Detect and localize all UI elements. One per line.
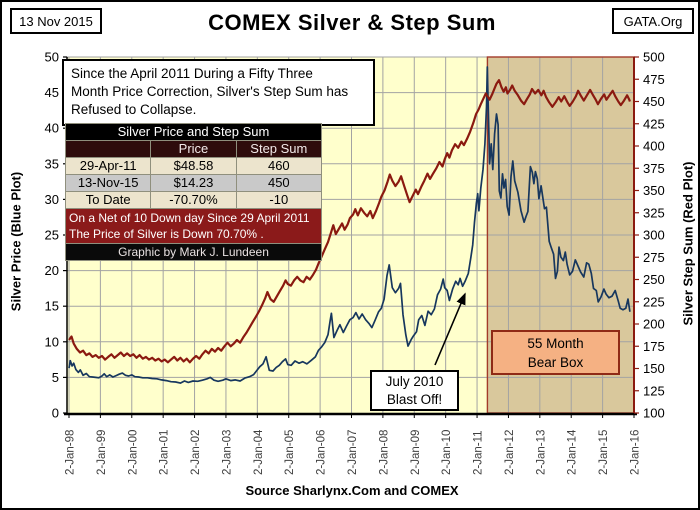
table-row: 29-Apr-11 $48.58 460 [64, 157, 323, 175]
bear-box-annotation: 55 Month Bear Box [491, 330, 620, 375]
date-text: 13 Nov 2015 [19, 13, 93, 29]
cell-price: $14.23 [150, 174, 237, 192]
col-header-blank [64, 140, 152, 158]
x-tick-label: 2-Jan-09 [410, 430, 422, 475]
left-tick-label: 35 [45, 156, 59, 171]
blast-off-line-1: July 2010 [385, 374, 444, 389]
right-tick-label: 300 [643, 228, 665, 243]
note-annotation: Since the April 2011 During a Fifty Thre… [62, 59, 375, 126]
right-tick-label: 350 [643, 183, 665, 198]
right-tick-label: 150 [643, 361, 665, 376]
left-tick-label: 10 [45, 334, 59, 349]
cell-stepsum: 460 [235, 157, 323, 175]
left-tick-label: 0 [52, 406, 59, 421]
col-header-price: Price [150, 140, 237, 158]
right-tick-label: 450 [643, 94, 665, 109]
table-row: To Date -70.70% -10 [64, 191, 323, 209]
cell-date: 13-Nov-15 [64, 174, 152, 192]
x-tick-label: 2-Jan-04 [253, 429, 265, 475]
x-tick-label: 2-Jan-03 [221, 430, 233, 475]
right-tick-label: 500 [643, 50, 665, 65]
right-tick-label: 475 [643, 72, 665, 87]
cell-date: 29-Apr-11 [64, 157, 152, 175]
footer-line-1: On a Net of 10 Down day Since 29 April 2… [69, 211, 310, 225]
bear-box-line-2: Bear Box [527, 355, 584, 370]
left-tick-label: 25 [45, 228, 59, 243]
x-tick-label: 2-Jan-11 [473, 430, 485, 475]
left-tick-label: 15 [45, 299, 59, 314]
x-tick-label: 2-Jan-07 [347, 430, 359, 475]
right-tick-label: 200 [643, 317, 665, 332]
summary-table: Silver Price and Step Sum Price Step Sum… [64, 123, 323, 261]
right-tick-label: 100 [643, 406, 665, 421]
date-box: 13 Nov 2015 [10, 8, 102, 34]
right-tick-label: 175 [643, 339, 665, 354]
x-tick-label: 2-Jan-01 [159, 430, 171, 475]
source-caption: Source Sharlynx.Com and COMEX [245, 483, 459, 498]
note-line-1: Since the April 2011 During a Fifty Thre… [71, 66, 313, 81]
x-tick-label: 2-Jan-02 [190, 430, 202, 475]
table-credit: Graphic by Mark J. Lundeen [65, 243, 322, 261]
gata-badge: GATA.Org [612, 8, 694, 34]
right-tick-label: 425 [643, 116, 665, 131]
x-tick-label: 2-Jan-16 [630, 430, 642, 475]
right-tick-label: 125 [643, 383, 665, 398]
left-tick-label: 45 [45, 85, 59, 100]
x-tick-label: 2-Jan-10 [441, 430, 453, 475]
cell-stepsum: -10 [235, 191, 323, 209]
table-row: 13-Nov-15 $14.23 450 [64, 174, 323, 192]
bear-box-line-1: 55 Month [527, 336, 584, 351]
x-tick-label: 2-Jan-05 [284, 430, 296, 475]
blast-off-line-2: Blast Off! [386, 392, 443, 407]
blast-off-arrow [434, 292, 466, 366]
cell-price: -70.70% [150, 191, 237, 209]
right-tick-label: 275 [643, 250, 665, 265]
left-axis-title: Silver Price (Blue Plot) [8, 171, 24, 312]
x-tick-label: 2-Jan-00 [127, 430, 139, 475]
x-tick-label: 2-Jan-14 [567, 429, 579, 475]
right-tick-label: 225 [643, 294, 665, 309]
table-header-row: Price Step Sum [64, 140, 323, 158]
col-header-stepsum: Step Sum [235, 140, 323, 158]
cell-date: To Date [64, 191, 152, 209]
right-tick-label: 400 [643, 139, 665, 154]
cell-price: $48.58 [150, 157, 237, 175]
gata-text: GATA.Org [623, 13, 683, 29]
x-tick-label: 2-Jan-06 [316, 430, 328, 475]
left-tick-label: 40 [45, 121, 59, 136]
note-line-3: Refused to Collapse. [71, 102, 197, 117]
right-tick-label: 250 [643, 272, 665, 287]
blast-off-annotation: July 2010 Blast Off! [370, 370, 459, 411]
x-tick-label: 2-Jan-15 [598, 430, 610, 475]
x-tick-label: 2-Jan-13 [535, 430, 547, 475]
x-tick-label: 2-Jan-08 [378, 430, 390, 475]
step-sum-line [68, 78, 631, 364]
left-tick-label: 30 [45, 192, 59, 207]
table-footer: On a Net of 10 Down day Since 29 April 2… [65, 208, 322, 244]
cell-stepsum: 450 [235, 174, 323, 192]
x-tick-label: 2-Jan-12 [504, 430, 516, 475]
note-line-2: Month Price Correction, Silver's Step Su… [71, 84, 349, 99]
x-tick-label: 2-Jan-99 [96, 430, 108, 475]
right-tick-label: 375 [643, 161, 665, 176]
right-tick-label: 325 [643, 205, 665, 220]
right-axis-title: Silver Step Sum (Red Plot) [680, 161, 696, 326]
left-tick-label: 20 [45, 263, 59, 278]
silver-price-line [68, 66, 631, 384]
footer-line-2: The Price of Silver is Down 70.70% . [69, 227, 264, 241]
left-tick-label: 50 [45, 50, 59, 65]
x-tick-label: 2-Jan-98 [65, 430, 77, 475]
left-tick-label: 5 [52, 370, 59, 385]
table-title: Silver Price and Step Sum [65, 123, 322, 141]
page-title: COMEX Silver & Step Sum [208, 10, 496, 35]
